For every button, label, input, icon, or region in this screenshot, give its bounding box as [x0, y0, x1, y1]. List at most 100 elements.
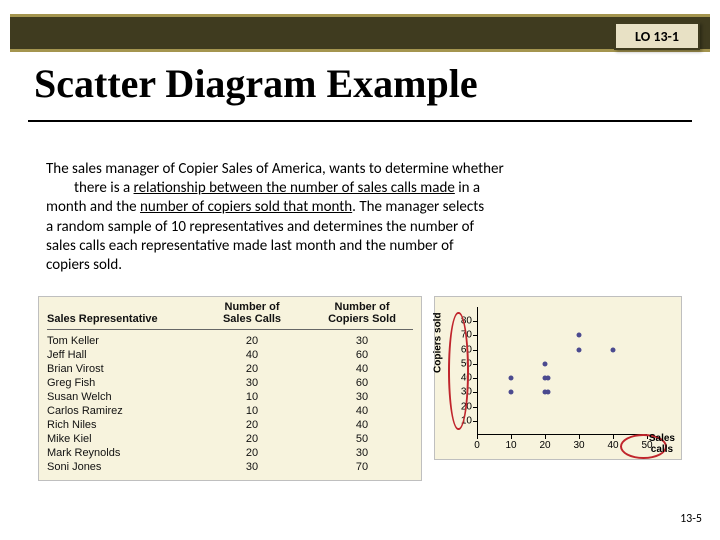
y-tick — [473, 364, 477, 365]
scatter-point — [546, 376, 551, 381]
x-tick-label: 10 — [505, 440, 516, 451]
cell-name: Jeff Hall — [47, 349, 197, 361]
highlight-oval — [448, 312, 468, 430]
cell-sold: 60 — [307, 377, 417, 389]
lo-badge: LO 13-1 — [614, 22, 700, 50]
table-row: Soni Jones3070 — [47, 460, 413, 474]
table-row: Brian Virost2040 — [47, 362, 413, 376]
title-rule — [28, 120, 692, 122]
table-row: Rich Niles2040 — [47, 418, 413, 432]
para-u1: relationship between the number of sales… — [134, 179, 455, 197]
th-calls-a: Number of — [225, 301, 280, 313]
scatter-point — [577, 333, 582, 338]
cell-name: Mike Kiel — [47, 433, 197, 445]
table-body: Tom Keller2030Jeff Hall4060Brian Virost2… — [47, 334, 413, 474]
para-l3a: month and the — [46, 198, 140, 216]
x-title-a: Sales — [649, 433, 675, 444]
cell-name: Brian Virost — [47, 363, 197, 375]
y-tick — [473, 392, 477, 393]
scatter-point — [546, 390, 551, 395]
y-tick — [473, 378, 477, 379]
table-row: Susan Welch1030 — [47, 390, 413, 404]
cell-sold: 40 — [307, 419, 417, 431]
cell-calls: 20 — [197, 419, 307, 431]
plot-area: 102030405060708001020304050 — [477, 307, 647, 435]
y-tick — [473, 335, 477, 336]
cell-sold: 30 — [307, 391, 417, 403]
header-band — [10, 14, 710, 52]
x-tick-label: 0 — [474, 440, 480, 451]
x-tick — [613, 435, 614, 439]
figures-row: Sales Representative Number ofSales Call… — [38, 296, 682, 481]
body-paragraph: The sales manager of Copier Sales of Ame… — [46, 160, 674, 275]
y-axis — [477, 307, 478, 435]
y-tick — [473, 321, 477, 322]
table-row: Jeff Hall4060 — [47, 348, 413, 362]
x-tick — [511, 435, 512, 439]
table-row: Carlos Ramirez1040 — [47, 404, 413, 418]
table-row: Mark Reynolds2030 — [47, 446, 413, 460]
page-number: 13-5 — [680, 512, 702, 526]
para-l3b: . The manager selects — [352, 198, 484, 216]
cell-calls: 20 — [197, 363, 307, 375]
x-tick — [477, 435, 478, 439]
table-row: Tom Keller2030 — [47, 334, 413, 348]
cell-calls: 40 — [197, 349, 307, 361]
y-tick — [473, 350, 477, 351]
para-l6: copiers sold. — [46, 256, 122, 274]
y-tick — [473, 407, 477, 408]
data-table: Sales Representative Number ofSales Call… — [38, 296, 422, 481]
th-sold-b: Copiers Sold — [328, 313, 396, 325]
cell-name: Greg Fish — [47, 377, 197, 389]
x-tick-label: 40 — [607, 440, 618, 451]
para-u2: number of copiers sold that month — [140, 198, 352, 216]
lo-badge-text: LO 13-1 — [635, 28, 679, 45]
th-calls-b: Sales Calls — [223, 313, 281, 325]
th-sold-a: Number of — [335, 301, 390, 313]
x-tick-label: 30 — [573, 440, 584, 451]
cell-calls: 20 — [197, 433, 307, 445]
table-header-row: Sales Representative Number ofSales Call… — [47, 301, 413, 327]
cell-calls: 10 — [197, 391, 307, 403]
cell-name: Carlos Ramirez — [47, 405, 197, 417]
page-title: Scatter Diagram Example — [34, 60, 478, 107]
cell-calls: 10 — [197, 405, 307, 417]
para-l5: sales calls each representative made las… — [46, 237, 454, 255]
cell-sold: 50 — [307, 433, 417, 445]
x-tick — [579, 435, 580, 439]
cell-calls: 30 — [197, 461, 307, 473]
cell-name: Mark Reynolds — [47, 447, 197, 459]
x-title-b: calls — [651, 444, 673, 455]
table-row: Mike Kiel2050 — [47, 432, 413, 446]
cell-sold: 30 — [307, 447, 417, 459]
cell-name: Tom Keller — [47, 335, 197, 347]
cell-sold: 60 — [307, 349, 417, 361]
cell-calls: 30 — [197, 377, 307, 389]
para-l2b: in a — [455, 179, 480, 197]
x-axis-title: Sales calls — [649, 434, 675, 455]
x-axis — [477, 434, 647, 435]
cell-sold: 40 — [307, 363, 417, 375]
cell-sold: 30 — [307, 335, 417, 347]
scatter-point — [611, 347, 616, 352]
cell-name: Rich Niles — [47, 419, 197, 431]
table-rule — [47, 329, 413, 330]
x-tick-label: 20 — [539, 440, 550, 451]
scatter-chart: Copiers sold 102030405060708001020304050… — [434, 296, 682, 460]
scatter-point — [543, 361, 548, 366]
th-rep: Sales Representative — [47, 313, 158, 325]
cell-sold: 70 — [307, 461, 417, 473]
scatter-point — [509, 390, 514, 395]
cell-name: Soni Jones — [47, 461, 197, 473]
scatter-point — [509, 376, 514, 381]
y-axis-title: Copiers sold — [433, 312, 444, 373]
para-line1: The sales manager of Copier Sales of Ame… — [46, 160, 504, 178]
cell-calls: 20 — [197, 335, 307, 347]
cell-calls: 20 — [197, 447, 307, 459]
scatter-point — [577, 347, 582, 352]
cell-name: Susan Welch — [47, 391, 197, 403]
cell-sold: 40 — [307, 405, 417, 417]
table-row: Greg Fish3060 — [47, 376, 413, 390]
y-tick — [473, 421, 477, 422]
para-l4: a random sample of 10 representatives an… — [46, 218, 474, 236]
